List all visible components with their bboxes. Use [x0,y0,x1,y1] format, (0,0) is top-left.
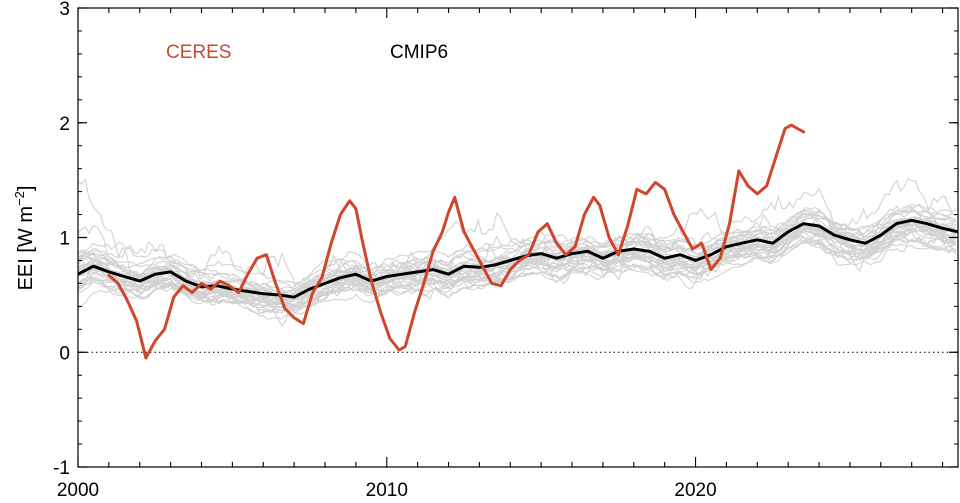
y-tick-label: 2 [59,114,70,135]
ensemble-member-line [78,209,957,298]
y-tick-label: 0 [59,343,70,364]
x-tick-label: 2020 [674,480,716,501]
ensemble-member-line [78,206,957,295]
y-tick-label: 3 [59,0,70,20]
y-tick-label: -1 [53,458,70,479]
y-axis-label-main: EEI [W m [15,206,37,290]
x-tick-label: 2010 [366,480,408,501]
y-tick-label: 1 [59,229,70,250]
ensemble-member-line [78,177,957,327]
tick-labels: -1 0 1 2 3 2000 2010 2020 [53,0,717,501]
ensemble-member-lines [78,177,957,327]
series-line-cmip6 [78,218,958,299]
series-lines [78,123,958,360]
ensemble-member-line [78,212,957,290]
y-axis-label-end: ] [15,186,37,192]
ensemble-member-line [78,236,957,315]
y-axis-label: EEI [W m−2] [12,186,37,291]
ensemble-member-line [78,230,957,320]
y-axis-label-sup: −2 [12,191,27,206]
plot-axes [77,7,959,468]
legend-label-cmip6: CMIP6 [390,42,448,63]
legend-label-ceres: CERES [166,42,231,63]
x-tick-label: 2000 [57,480,99,501]
ensemble-member-line [78,228,957,308]
ensemble-member-line [78,203,957,290]
series-line-ceres [107,123,806,360]
